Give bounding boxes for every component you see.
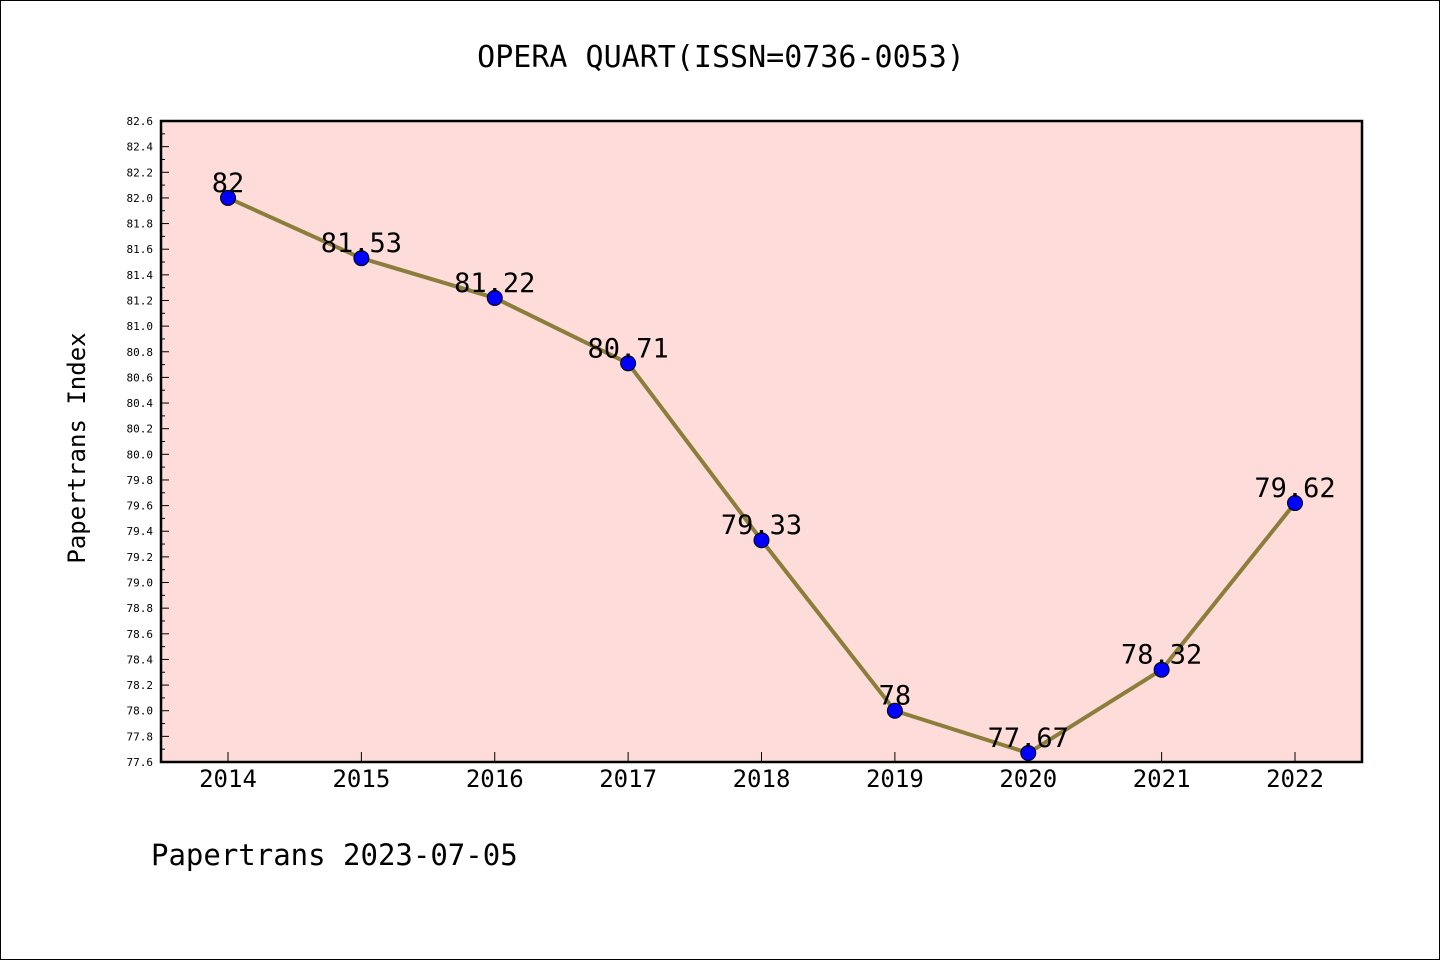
y-tick-label: 77.8 [127,730,154,743]
y-tick-label: 82.0 [127,192,154,205]
y-tick-label: 79.4 [127,525,154,538]
data-label: 79.62 [1254,473,1335,504]
y-tick-label: 82.6 [127,115,154,128]
y-tick-label: 82.2 [127,166,154,179]
x-tick-label: 2014 [199,765,257,793]
data-label: 81.53 [321,228,402,259]
footer-text: Papertrans 2023-07-05 [151,838,518,872]
data-label: 82 [212,168,245,199]
y-tick-label: 81.8 [127,218,154,231]
plot-area [161,121,1362,762]
data-point-marker [220,189,236,206]
data-point-marker [753,532,770,549]
y-tick-label: 80.2 [127,423,154,436]
y-tick-label: 79.8 [127,474,154,487]
y-tick-label: 81.2 [127,294,154,307]
data-point-marker [1287,495,1303,512]
data-point-marker [1020,745,1037,762]
y-tick-label: 77.6 [127,756,154,769]
y-tick-label: 81.4 [127,269,154,282]
series-markers [220,189,1303,762]
data-point-marker [486,289,503,306]
y-tick-label: 79.6 [127,500,154,513]
data-label: 81.22 [454,268,535,299]
data-point-marker [353,250,370,267]
y-tick-label: 79.0 [127,577,154,590]
x-tick-label: 2018 [733,765,791,793]
y-tick-label: 80.4 [127,397,154,410]
data-point-marker [886,702,903,719]
data-label: 77.67 [988,723,1069,754]
x-tick-label: 2020 [999,765,1057,793]
x-tick-label: 2015 [332,765,390,793]
data-labels: 82 81.53 81.22 80.71 79.33 78 77.67 78.32 79.62 [212,168,1336,754]
x-tick-label: 2022 [1266,765,1324,793]
x-tick-label: 2017 [599,765,657,793]
y-tick-label: 80.6 [127,371,154,384]
x-tick-label: 2019 [866,765,924,793]
y-tick-label: 81.6 [127,243,154,256]
data-label: 79.33 [721,510,802,541]
plot-border [159,119,1364,764]
y-tick-label: 78.0 [127,705,154,718]
y-tick-label: 80.8 [127,346,154,359]
y-tick-label: 78.6 [127,628,154,641]
data-point-marker [620,355,637,372]
chart-title: OPERA QUART(ISSN=0736-0053) [477,40,965,75]
y-tick-label: 81.0 [127,320,154,333]
y-tick-label: 78.8 [127,602,154,615]
y-tick-label: 78.4 [127,653,154,666]
data-point-marker [1153,661,1170,678]
x-tick-label: 2016 [466,765,524,793]
y-tick-label: 79.2 [127,551,154,564]
data-label: 78.32 [1121,640,1202,671]
y-axis-label: Papertrans Index [63,332,91,563]
y-tick-label: 80.0 [127,448,154,461]
data-label: 80.71 [587,333,668,364]
x-tick-label: 2021 [1133,765,1191,793]
y-tick-label: 78.2 [127,679,154,692]
y-tick-label: 82.4 [127,141,154,154]
data-label: 78 [879,681,912,712]
axis-ticks: 77.6 77.8 78.0 78.2 78.4 78.6 78.8 79.0 79.2 79.4… [127,115,1324,793]
